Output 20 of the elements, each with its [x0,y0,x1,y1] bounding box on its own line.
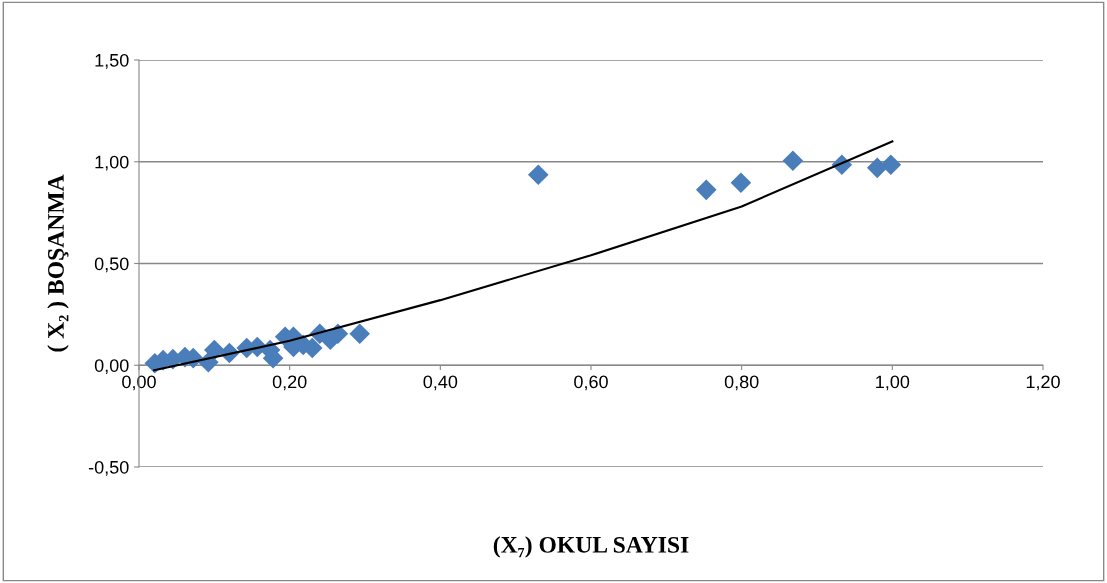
y-tick-label: 0,00 [94,359,129,375]
y-tick-label: -0,50 [88,460,129,476]
x-tick-label: 0,40 [423,375,458,391]
point [730,172,752,194]
x-tick-label: 0,00 [122,375,156,391]
x-tick-label: 0,20 [272,375,307,391]
x-axis-title: (X₇) OKUL SAYISI [493,536,689,558]
y-axis-title: ( X₂ ) BOŞANMA [47,174,69,352]
x-tick-label: 0,60 [574,375,608,391]
point [527,164,549,186]
y-tick-label: 1,00 [95,155,129,171]
point [349,323,371,345]
y-tick-label: 0,50 [94,257,129,273]
point [880,154,902,176]
x-tick-label: 1,20 [1026,375,1060,391]
x-tick-label: 0,80 [724,375,759,391]
point [782,150,804,172]
point [695,179,717,201]
x-tick-label: 1,00 [876,375,910,391]
y-tick-label: 1,50 [95,53,129,69]
